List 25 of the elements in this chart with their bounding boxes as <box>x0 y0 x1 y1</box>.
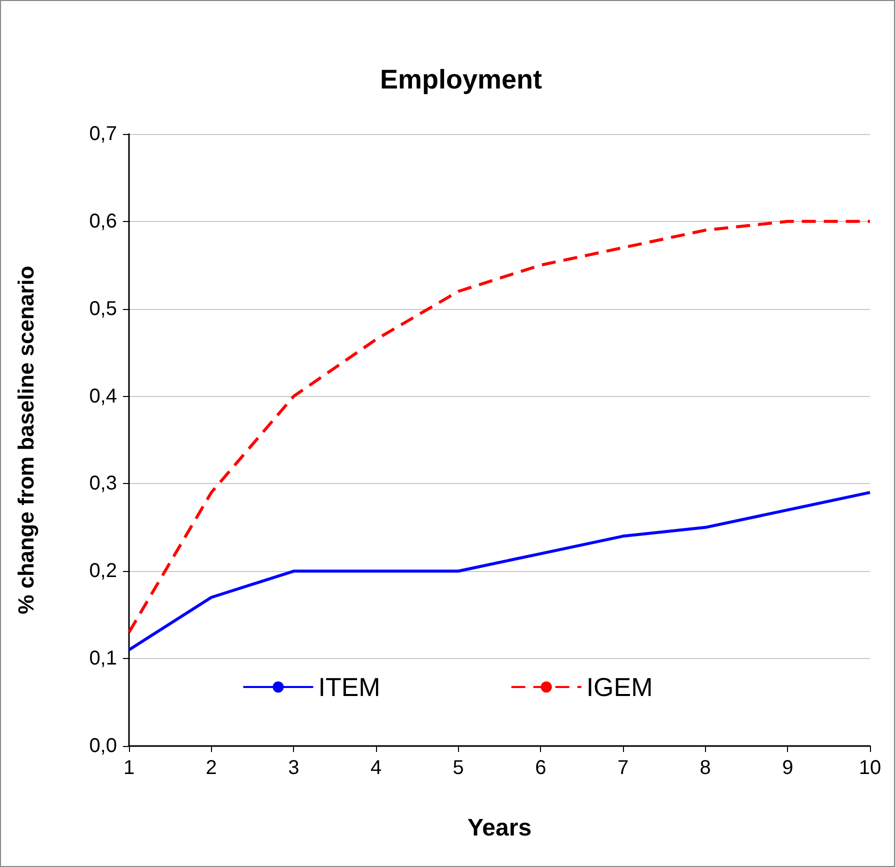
x-tick-label: 5 <box>452 757 464 779</box>
line-series <box>128 490 872 652</box>
x-tick-label: 3 <box>288 757 300 779</box>
y-tick-label: 0,0 <box>89 735 117 757</box>
x-tick-label: 7 <box>617 757 629 779</box>
x-tick-label: 8 <box>700 757 711 779</box>
y-tick-label: 0,1 <box>89 648 117 670</box>
x-tick-label: 9 <box>782 757 794 779</box>
legend-label: IGEM <box>586 672 653 702</box>
chart-title: Employment <box>380 64 542 94</box>
legend-label: ITEM <box>318 672 380 702</box>
y-axis-title: % change from baseline scenario <box>14 266 38 614</box>
x-tick-label: 10 <box>858 757 882 779</box>
y-tick-label: 0,5 <box>89 298 117 320</box>
x-tick-label: 4 <box>370 757 382 779</box>
y-tick-label: 0,7 <box>89 123 117 145</box>
y-tick-label: 0,2 <box>89 560 117 582</box>
y-tick-label: 0,3 <box>89 472 117 495</box>
x-axis-title: Years <box>467 814 532 842</box>
line-series <box>128 220 872 634</box>
x-tick-label: 1 <box>123 757 135 779</box>
x-tick-label: 2 <box>206 757 217 779</box>
y-tick-label: 0,4 <box>89 385 117 408</box>
x-tick-label: 6 <box>535 757 546 779</box>
y-tick-label: 0,6 <box>89 210 117 232</box>
